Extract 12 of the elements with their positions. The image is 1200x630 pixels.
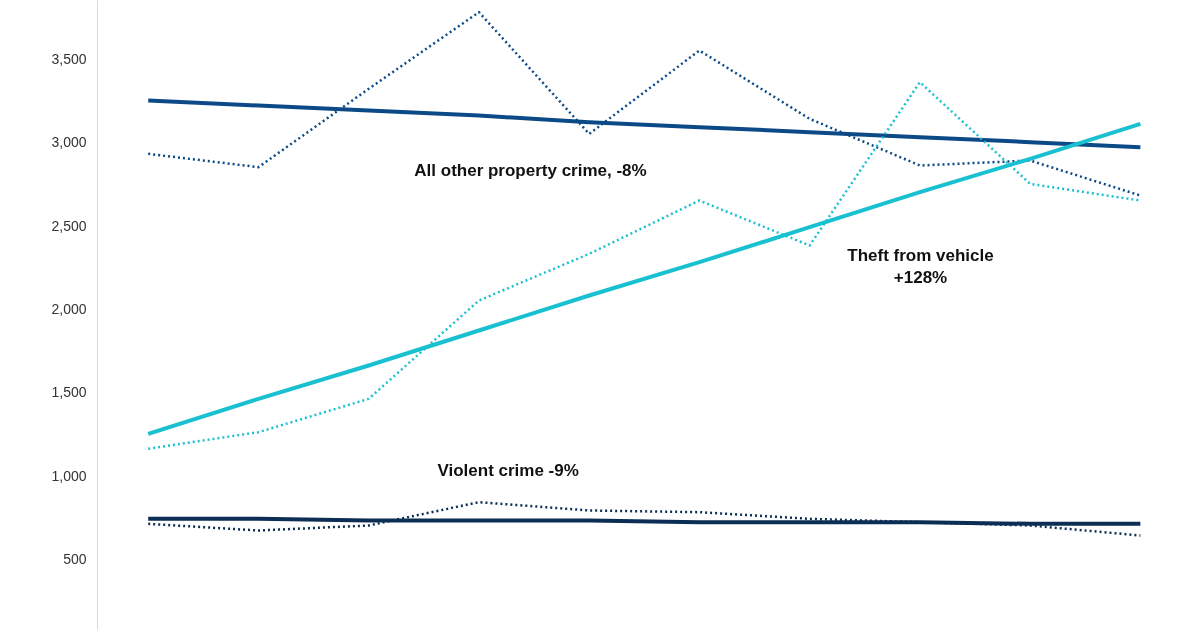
y-tick-label: 1,500 [51, 384, 87, 401]
annotation: Violent crime -9% [437, 460, 579, 480]
y-tick-label: 2,000 [51, 300, 87, 317]
annotation: All other property crime, -8% [414, 160, 647, 180]
line-series [146, 500, 1142, 537]
line-series [146, 10, 1142, 197]
y-tick-label: 3,500 [51, 50, 87, 67]
y-tick-label: 500 [63, 550, 87, 567]
annotation: Theft from vehicle +128% [847, 245, 994, 288]
y-tick-label: 1,000 [51, 467, 87, 484]
y-tick-label: 2,500 [51, 217, 87, 234]
y-tick-label: 3,000 [51, 134, 87, 151]
